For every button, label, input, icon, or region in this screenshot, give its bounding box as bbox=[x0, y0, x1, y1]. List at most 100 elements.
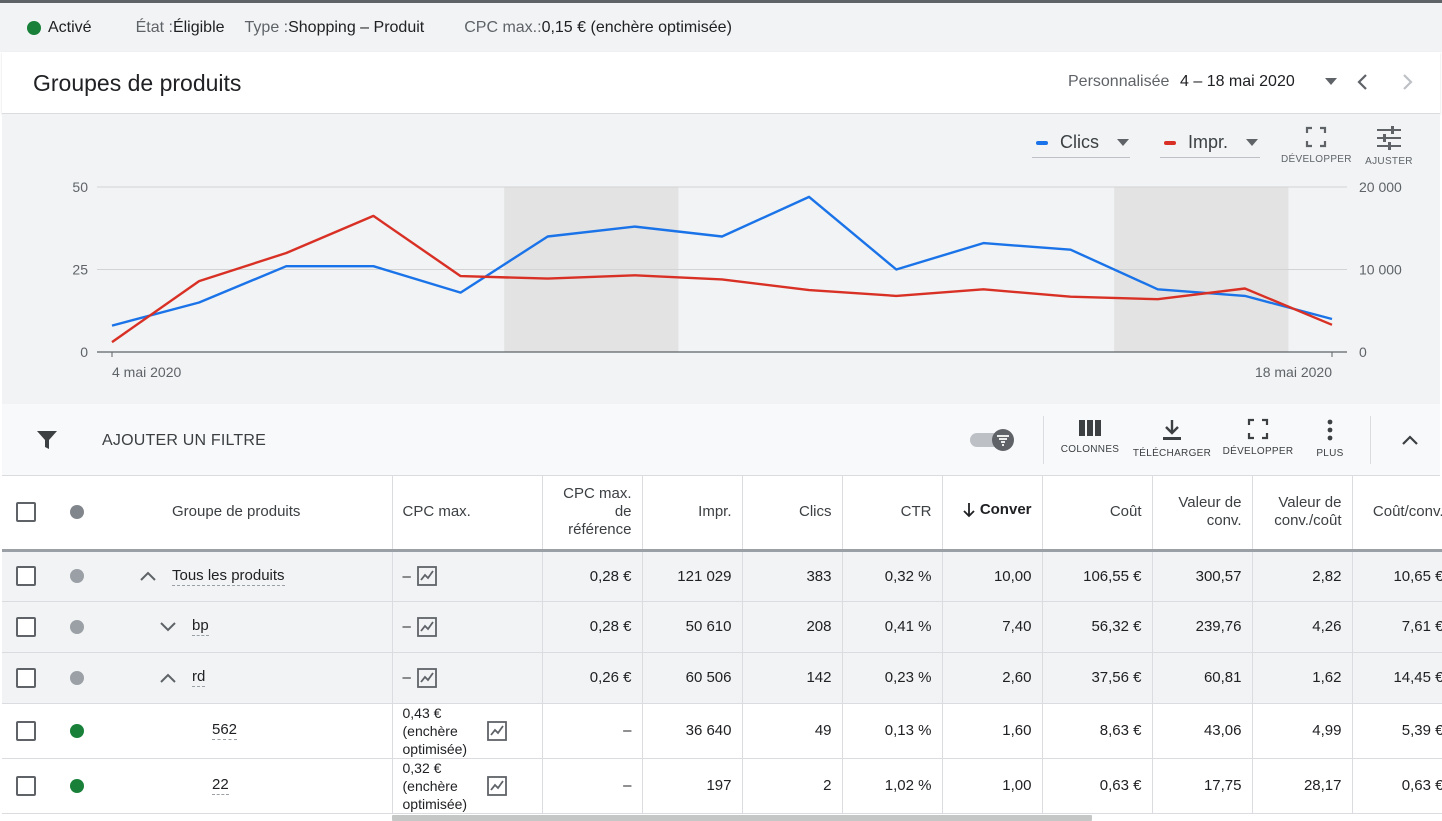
product-group-name[interactable]: rd bbox=[192, 668, 206, 687]
bid-chart-icon[interactable] bbox=[486, 720, 507, 741]
row-status-cell bbox=[60, 601, 102, 653]
row-checkbox[interactable] bbox=[16, 775, 36, 796]
row-checkbox[interactable] bbox=[16, 616, 36, 637]
status-text[interactable]: Activé bbox=[48, 18, 92, 36]
metric-selector-clicks[interactable]: Clics bbox=[1032, 128, 1130, 158]
bid-chart-icon[interactable] bbox=[416, 667, 437, 688]
filter-funnel-icon[interactable] bbox=[36, 429, 58, 451]
ctr-cell: 0,41 % bbox=[842, 601, 943, 653]
ctr-cell: 0,32 % bbox=[842, 550, 943, 602]
header-product-group[interactable]: Groupe de produits bbox=[102, 476, 393, 552]
header-conversions[interactable]: Conver bbox=[942, 476, 1043, 552]
header-impressions[interactable]: Impr. bbox=[642, 476, 743, 552]
value-per-cost-cell: 1,62 bbox=[1252, 652, 1353, 704]
type-key: Type : bbox=[244, 18, 289, 36]
status-dot-icon bbox=[70, 619, 84, 634]
cpc-bid-text[interactable]: 0,32 € (enchère optimisée) bbox=[403, 759, 485, 813]
product-groups-table: Groupe de produits CPC max. CPC max. de … bbox=[2, 476, 1442, 814]
chart-expand-button[interactable]: DÉVELOPPER bbox=[1281, 126, 1352, 165]
header-max-cpc-label: CPC max. bbox=[402, 503, 471, 521]
row-cpc-cell: – bbox=[392, 652, 543, 704]
conv-value-cell: 300,57 bbox=[1152, 550, 1253, 602]
add-filter-button[interactable]: AJOUTER UN FILTRE bbox=[102, 432, 267, 449]
header-clicks[interactable]: Clics bbox=[742, 476, 843, 552]
table-row: Tous les produits – 0,28 € 121 029 383 0… bbox=[2, 550, 1442, 602]
fullscreen-icon bbox=[1247, 418, 1269, 440]
select-all-checkbox[interactable] bbox=[16, 502, 36, 523]
product-group-name[interactable]: 22 bbox=[212, 776, 229, 795]
y-left-tick-label: 25 bbox=[72, 262, 88, 278]
header-value-per-cost[interactable]: Valeur de conv./coût bbox=[1252, 476, 1353, 552]
row-select-cell bbox=[2, 550, 60, 602]
cpc-info[interactable]: CPC max.: 0,15 € (enchère optimisée) bbox=[464, 19, 732, 37]
cpc-cell: – bbox=[403, 566, 532, 586]
toolbar-divider bbox=[1043, 416, 1044, 464]
bid-chart-icon[interactable] bbox=[416, 566, 437, 586]
row-checkbox[interactable] bbox=[16, 566, 36, 586]
chevron-left-icon[interactable] bbox=[1351, 70, 1375, 94]
bid-chart-icon[interactable] bbox=[486, 775, 507, 796]
header-max-cpc[interactable]: CPC max. bbox=[392, 476, 543, 552]
impressions-cell: 197 bbox=[642, 758, 743, 814]
row-checkbox[interactable] bbox=[16, 667, 36, 688]
table-row: bp – 0,28 € 50 610 208 0,41 % 7,40 56,32… bbox=[2, 601, 1442, 653]
row-status-cell bbox=[60, 758, 102, 814]
table-row: 22 0,32 € (enchère optimisée) – 197 bbox=[2, 758, 1442, 814]
ctr-cell: 1,02 % bbox=[842, 758, 943, 814]
x-tick-label: 18 mai 2020 bbox=[1255, 364, 1332, 380]
product-group-cell: Tous les produits bbox=[138, 567, 382, 586]
cpc-value: – bbox=[402, 669, 411, 686]
type-value: Shopping – Produit bbox=[288, 18, 425, 36]
header-conv-value[interactable]: Valeur de conv. bbox=[1152, 476, 1253, 552]
y-right-tick-label: 20 000 bbox=[1359, 179, 1402, 195]
fullscreen-icon bbox=[1305, 126, 1327, 148]
chevron-up-icon[interactable] bbox=[158, 671, 178, 685]
table-expand-button[interactable]: DÉVELOPPER bbox=[1218, 418, 1298, 457]
chevron-up-icon[interactable] bbox=[138, 569, 158, 583]
chart-expand-label: DÉVELOPPER bbox=[1281, 154, 1352, 165]
status-column-icon[interactable] bbox=[70, 505, 84, 520]
row-cpc-cell: – bbox=[392, 601, 543, 653]
cost-per-conv-cell: 0,63 € bbox=[1352, 758, 1442, 814]
header-cost[interactable]: Coût bbox=[1042, 476, 1153, 552]
product-group-name[interactable]: 562 bbox=[212, 721, 238, 740]
date-dropdown-caret-icon[interactable] bbox=[1325, 78, 1337, 85]
chart-adjust-label: AJUSTER bbox=[1365, 156, 1413, 167]
metric-swatch-red bbox=[1164, 140, 1176, 145]
row-group-cell: 562 bbox=[102, 703, 393, 759]
cpc-ref-cell: 0,28 € bbox=[542, 601, 643, 653]
header-ctr[interactable]: CTR bbox=[842, 476, 943, 552]
state-value: Éligible bbox=[172, 18, 225, 36]
segment-toggle-icon[interactable] bbox=[970, 428, 1016, 452]
columns-button[interactable]: COLONNES bbox=[1050, 418, 1130, 455]
header-clicks-label: Clics bbox=[799, 503, 832, 521]
chevron-up-icon[interactable] bbox=[1400, 432, 1420, 448]
bid-chart-icon[interactable] bbox=[416, 616, 437, 637]
download-button[interactable]: TÉLÉCHARGER bbox=[1132, 418, 1212, 459]
horizontal-scrollbar[interactable] bbox=[392, 815, 1092, 821]
chevron-down-icon[interactable] bbox=[158, 620, 178, 634]
header-cost-per-conv[interactable]: Coût/conv. bbox=[1352, 476, 1442, 552]
header-max-cpc-ref[interactable]: CPC max. de référence bbox=[542, 476, 643, 552]
chevron-right-icon[interactable] bbox=[1395, 70, 1419, 94]
date-range-value[interactable]: 4 – 18 mai 2020 bbox=[1180, 73, 1295, 90]
cpc-ref-cell: – bbox=[542, 758, 643, 814]
y-right-tick-label: 0 bbox=[1359, 344, 1367, 360]
row-status-cell bbox=[60, 652, 102, 704]
more-label: PLUS bbox=[1316, 448, 1344, 459]
row-status-cell bbox=[60, 550, 102, 602]
cpc-bid-text[interactable]: 0,43 € (enchère optimisée) bbox=[403, 704, 485, 758]
conversions-cell: 7,40 bbox=[942, 601, 1043, 653]
metric-selector-impressions[interactable]: Impr. bbox=[1160, 128, 1260, 158]
product-group-name[interactable]: Tous les produits bbox=[172, 566, 285, 586]
more-button[interactable]: PLUS bbox=[1290, 418, 1370, 459]
date-range-label[interactable]: Personnalisée bbox=[1068, 73, 1170, 90]
cpc-ref-cell: – bbox=[542, 703, 643, 759]
cpc-ref-cell: 0,28 € bbox=[542, 550, 643, 602]
header-impressions-label: Impr. bbox=[698, 503, 732, 521]
chart-adjust-button[interactable]: AJUSTER bbox=[1354, 126, 1424, 167]
product-group-name[interactable]: bp bbox=[192, 617, 209, 636]
row-checkbox[interactable] bbox=[16, 720, 36, 741]
value-per-cost-cell: 2,82 bbox=[1252, 550, 1353, 602]
value-per-cost-cell: 4,26 bbox=[1252, 601, 1353, 653]
